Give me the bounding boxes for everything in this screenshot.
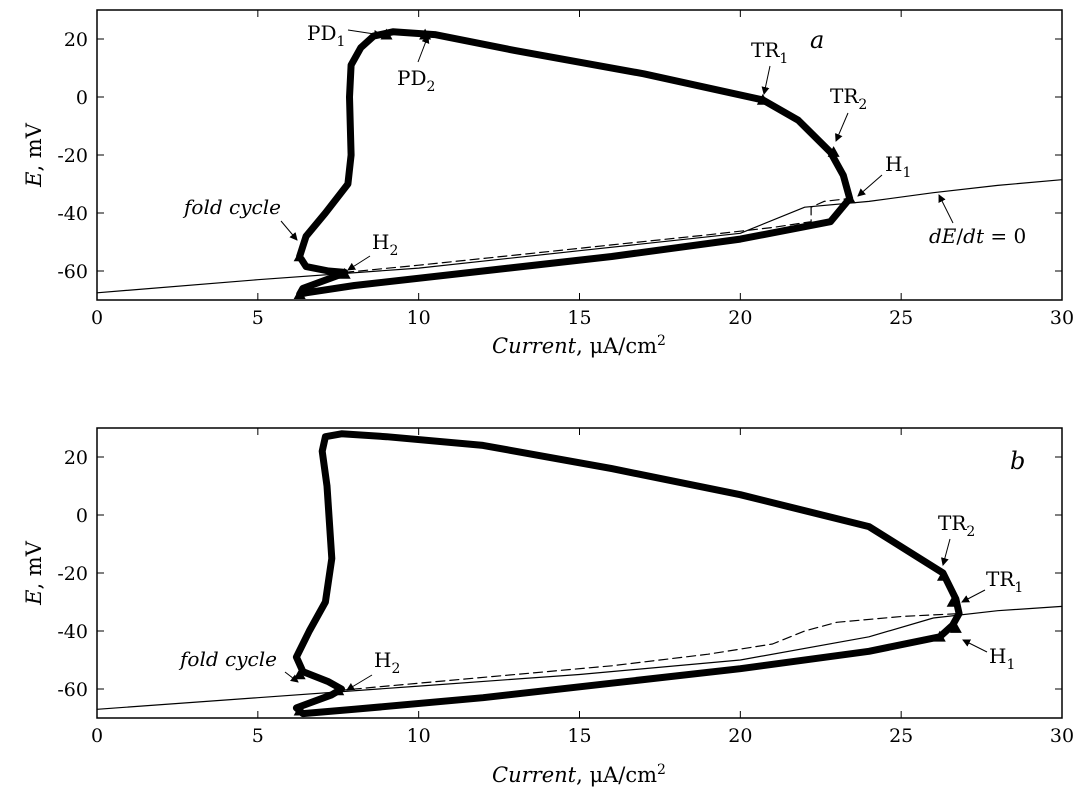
y-tick-label: -20 <box>57 145 88 167</box>
bifurcation-marker <box>933 630 946 642</box>
svg-text:dE/dt = 0: dE/dt = 0 <box>929 224 1026 248</box>
bifurcation-marker <box>756 93 769 105</box>
annotation-tr2-b: TR2 <box>938 511 975 566</box>
x-tick-label: 0 <box>91 307 103 329</box>
limit-cycle-branch-line <box>292 430 963 718</box>
annotation-h2-b: H2 <box>346 648 400 691</box>
y-tick-label: 0 <box>76 505 88 527</box>
svg-text:PD2: PD2 <box>397 66 435 95</box>
annotation-tr1-b: TR1 <box>961 567 1023 603</box>
panel-b: 0 5 10 15 20 25 30 20 0 -20 -40 -60 b Current, μA/c… <box>22 427 1074 787</box>
tick-marks-b: 0 5 10 15 20 25 30 20 0 -20 -40 -60 <box>57 428 1074 747</box>
unstable-branch-line <box>344 197 851 273</box>
x-tick-label: 25 <box>889 725 913 747</box>
tick-marks-a: 0 5 10 15 20 25 30 20 0 -20 -40 -60 <box>57 10 1074 329</box>
svg-text:TR2: TR2 <box>830 84 867 113</box>
x-tick-label: 25 <box>889 307 913 329</box>
svg-text:TR2: TR2 <box>938 511 975 540</box>
svg-text:H1: H1 <box>885 152 911 181</box>
unstable-branch-line <box>337 612 960 692</box>
y-tick-label: -60 <box>57 261 88 283</box>
svg-text:H1: H1 <box>989 644 1015 673</box>
annotation-tr2: TR2 <box>830 84 867 142</box>
markers-b <box>293 569 962 716</box>
y-tick-label: -60 <box>57 679 88 701</box>
svg-text:H2: H2 <box>374 648 400 677</box>
plot-frame-a <box>96 9 1063 301</box>
svg-text:H2: H2 <box>372 230 398 259</box>
bifurcation-marker <box>843 192 856 204</box>
annotation-h1: H1 <box>857 152 911 197</box>
x-tick-label: 10 <box>407 307 431 329</box>
annotation-pd1: PD1 <box>307 21 382 50</box>
x-tick-label: 20 <box>728 307 752 329</box>
curves-b <box>96 430 1063 718</box>
x-tick-label: 30 <box>1050 725 1074 747</box>
x-tick-label: 10 <box>407 725 431 747</box>
y-tick-label: 20 <box>64 447 88 469</box>
annotation-fold-cycle-a: fold cycle <box>182 195 298 241</box>
x-tick-label: 15 <box>567 725 591 747</box>
bifurcation-marker <box>332 684 345 696</box>
x-tick-label: 30 <box>1050 307 1074 329</box>
y-tick-label: -40 <box>57 203 88 225</box>
bifurcation-marker <box>380 28 393 40</box>
annotation-tr1: TR1 <box>751 38 788 95</box>
x-axis-title-a: Current, μA/cm2 <box>492 333 666 358</box>
bifurcation-marker <box>293 704 306 716</box>
svg-text:fold cycle: fold cycle <box>182 195 281 219</box>
panel-a: 0 5 10 15 20 25 30 20 0 -20 -40 -60 a Current, μA/c… <box>22 9 1074 358</box>
bifurcation-marker <box>936 569 949 581</box>
bifurcation-marker <box>949 622 962 633</box>
panel-label-b: b <box>1010 447 1025 475</box>
limit-cycle-branch-line <box>296 28 854 298</box>
y-axis-title-b: E, mV <box>22 540 46 606</box>
x-tick-label: 15 <box>567 307 591 329</box>
bifurcation-marker <box>293 250 306 262</box>
bifurcation-marker <box>827 146 840 157</box>
annotation-pd2: PD2 <box>397 35 435 95</box>
x-tick-label: 5 <box>252 725 264 747</box>
y-tick-label: 20 <box>64 29 88 51</box>
y-tick-label: -40 <box>57 621 88 643</box>
bifurcation-marker <box>293 288 306 299</box>
svg-text:TR1: TR1 <box>986 567 1023 596</box>
annotation-fold-cycle-b: fold cycle <box>178 647 299 683</box>
annotation-dEdt: dE/dt = 0 <box>929 194 1026 248</box>
y-tick-label: 0 <box>76 87 88 109</box>
bifurcation-marker <box>946 596 959 607</box>
svg-text:TR1: TR1 <box>751 38 788 67</box>
x-tick-label: 5 <box>252 307 264 329</box>
x-tick-label: 0 <box>91 725 103 747</box>
x-tick-label: 20 <box>728 725 752 747</box>
x-axis-title-b: Current, μA/cm2 <box>492 762 666 787</box>
panel-label-a: a <box>810 26 824 54</box>
bifurcation-marker <box>338 267 351 279</box>
nullcline-line <box>96 605 1063 710</box>
svg-text:fold cycle: fold cycle <box>178 647 277 671</box>
annotation-h1-b: H1 <box>962 639 1015 673</box>
y-axis-title-a: E, mV <box>22 122 46 188</box>
y-tick-label: -20 <box>57 563 88 585</box>
svg-text:PD1: PD1 <box>307 21 345 50</box>
annotation-h2: H2 <box>347 230 398 271</box>
curves-a <box>96 28 1063 298</box>
